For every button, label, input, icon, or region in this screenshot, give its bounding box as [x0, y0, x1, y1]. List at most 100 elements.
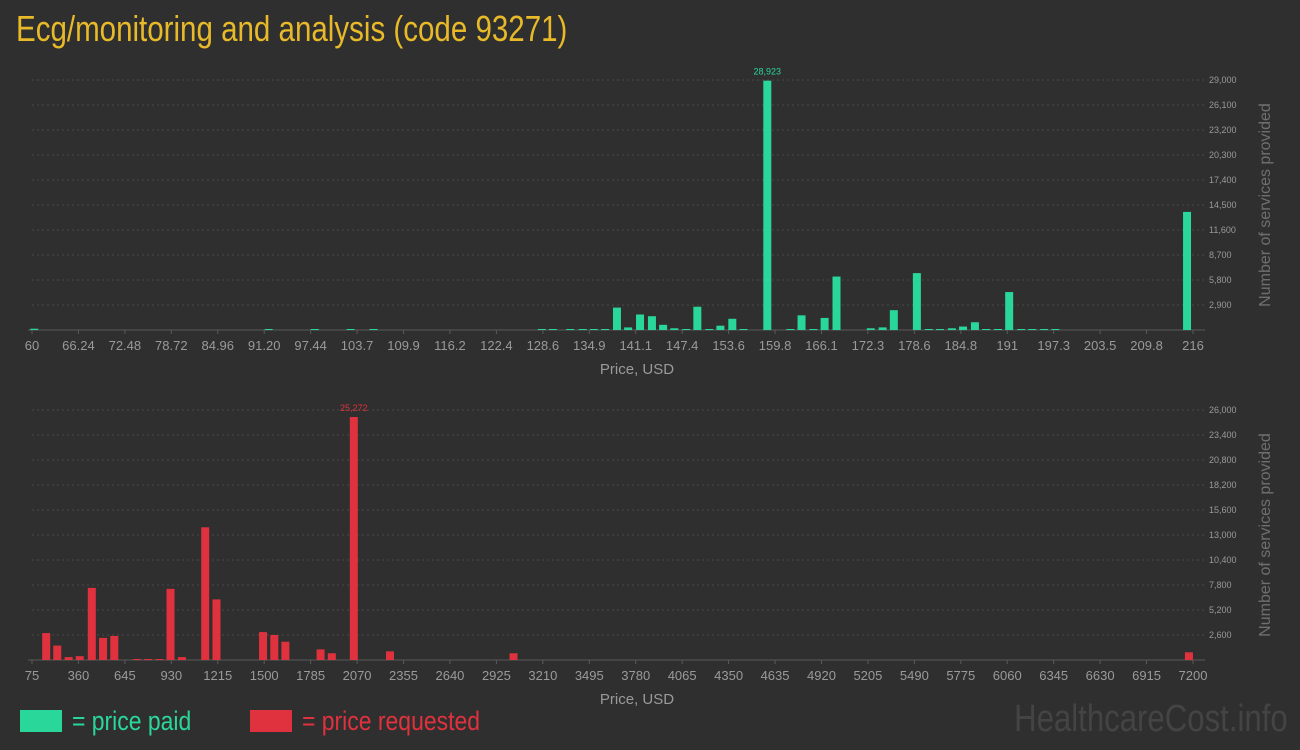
x-tick-label: 645 — [114, 668, 136, 683]
x-tick-label: 5775 — [946, 668, 975, 683]
bar — [346, 329, 355, 330]
bar — [99, 637, 108, 660]
x-tick-label: 2070 — [343, 668, 372, 683]
bar — [166, 588, 175, 660]
x-tick-label: 6915 — [1132, 668, 1161, 683]
x-tick-label: 97.44 — [294, 338, 327, 353]
bar — [144, 659, 153, 660]
bar — [537, 329, 546, 330]
x-tick-label: 5490 — [900, 668, 929, 683]
bar — [982, 329, 991, 330]
y-tick-label: 23,200 — [1209, 125, 1237, 135]
x-tick-label: 91.20 — [248, 338, 281, 353]
bar — [624, 327, 633, 330]
x-tick-label: 3780 — [621, 668, 650, 683]
legend-requested: = price requested — [250, 705, 511, 737]
bar — [832, 276, 841, 330]
x-tick-label: 122.4 — [480, 338, 513, 353]
y-tick-label: 13,000 — [1209, 530, 1237, 540]
x-tick-label: 109.9 — [387, 338, 420, 353]
legend-paid: = price paid — [20, 705, 212, 737]
x-tick-label: 84.96 — [201, 338, 234, 353]
bar — [912, 273, 921, 330]
bar — [259, 632, 268, 660]
bar — [924, 329, 933, 330]
y-tick-label: 7,800 — [1209, 580, 1232, 590]
x-tick-label: 7200 — [1179, 668, 1208, 683]
x-tick-label: 360 — [68, 668, 90, 683]
y-tick-label: 18,200 — [1209, 480, 1237, 490]
bar — [264, 329, 273, 330]
y-tick-label: 26,100 — [1209, 100, 1237, 110]
bar — [270, 635, 279, 660]
bar — [970, 322, 979, 330]
bar — [155, 659, 164, 660]
bar — [878, 327, 887, 330]
bar — [385, 651, 394, 660]
bar — [1184, 652, 1193, 660]
bar — [994, 329, 1003, 330]
bar — [281, 641, 290, 660]
bar — [612, 307, 621, 330]
x-tick-label: 5205 — [853, 668, 882, 683]
y-tick-label: 5,200 — [1209, 605, 1232, 615]
bar — [809, 329, 818, 330]
x-tick-label: 75 — [25, 668, 39, 683]
x-tick-label: 197.3 — [1037, 338, 1070, 353]
bar — [1040, 329, 1049, 330]
x-tick-label: 66.24 — [62, 338, 95, 353]
x-tick-label: 166.1 — [805, 338, 838, 353]
bar — [866, 328, 875, 330]
x-tick-label: 116.2 — [434, 338, 466, 353]
x-tick-label: 3210 — [528, 668, 557, 683]
bar — [636, 314, 645, 330]
bar — [820, 317, 829, 330]
bar — [566, 329, 575, 330]
legend-requested-swatch — [250, 710, 292, 732]
bar — [201, 527, 210, 660]
y-axis-title: Number of services provided — [1257, 433, 1274, 637]
x-tick-label: 128.6 — [527, 338, 560, 353]
bar — [693, 306, 702, 330]
bar — [64, 657, 73, 660]
bar — [959, 326, 968, 330]
x-tick-label: 6345 — [1039, 668, 1068, 683]
bar — [87, 587, 96, 660]
x-tick-label: 60 — [25, 338, 39, 353]
bar — [889, 310, 898, 330]
x-tick-label: 2355 — [389, 668, 418, 683]
bar — [53, 645, 62, 660]
bar — [42, 633, 51, 660]
bar — [1051, 329, 1060, 330]
x-tick-label: 141.1 — [619, 338, 652, 353]
x-tick-label: 1500 — [250, 668, 279, 683]
x-tick-label: 103.7 — [341, 338, 374, 353]
chart-title: Ecg/monitoring and analysis (code 93271) — [16, 8, 568, 49]
bar — [349, 417, 358, 660]
bar — [369, 329, 378, 330]
y-tick-label: 29,000 — [1209, 75, 1237, 85]
bar — [763, 80, 772, 331]
price-paid-chart: 2,900 5,800 8,700 11,600 14,500 17,400 20,300 2… — [25, 67, 1274, 378]
x-tick-label: 2925 — [482, 668, 511, 683]
x-tick-label: 184.8 — [945, 338, 978, 353]
bar — [589, 329, 598, 330]
x-tick-label: 159.8 — [759, 338, 792, 353]
bar — [310, 329, 319, 330]
x-tick-label: 6630 — [1086, 668, 1115, 683]
x-tick-label: 1785 — [296, 668, 325, 683]
bar — [133, 659, 142, 660]
x-tick-label: 930 — [160, 668, 182, 683]
bar — [786, 329, 795, 330]
x-tick-label: 4920 — [807, 668, 836, 683]
x-tick-label: 216 — [1182, 338, 1204, 353]
bar — [212, 599, 221, 660]
bar — [30, 328, 39, 330]
bar — [601, 329, 610, 330]
legend-paid-swatch — [20, 710, 62, 732]
y-tick-label: 20,300 — [1209, 150, 1237, 160]
bar — [716, 325, 725, 330]
bar — [75, 656, 84, 660]
watermark: HealthcareCost.info — [1014, 698, 1288, 740]
x-tick-label: 134.9 — [573, 338, 606, 353]
